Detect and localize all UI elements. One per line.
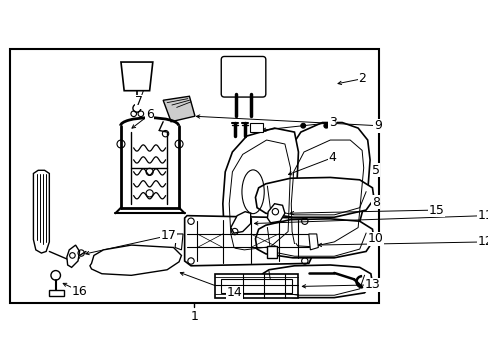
- Polygon shape: [184, 216, 314, 266]
- Text: 13: 13: [364, 278, 380, 291]
- Text: 11: 11: [477, 209, 488, 222]
- Text: 15: 15: [427, 203, 443, 217]
- Polygon shape: [267, 204, 285, 223]
- Polygon shape: [121, 62, 152, 91]
- Circle shape: [323, 123, 328, 128]
- Polygon shape: [175, 234, 183, 250]
- Text: 6: 6: [145, 108, 153, 121]
- Text: 16: 16: [72, 285, 87, 298]
- Polygon shape: [259, 265, 372, 298]
- Polygon shape: [221, 279, 291, 293]
- Polygon shape: [90, 245, 181, 275]
- Text: 1: 1: [190, 310, 198, 323]
- Text: 12: 12: [477, 235, 488, 248]
- Polygon shape: [255, 177, 373, 217]
- Text: 4: 4: [328, 151, 336, 164]
- Text: 17: 17: [161, 229, 176, 242]
- Polygon shape: [255, 219, 373, 258]
- Bar: [10, 49, 378, 303]
- Text: 8: 8: [371, 195, 379, 208]
- Polygon shape: [308, 234, 318, 250]
- Polygon shape: [249, 122, 262, 132]
- Polygon shape: [49, 290, 63, 296]
- Text: 7: 7: [135, 95, 143, 108]
- Polygon shape: [283, 122, 369, 250]
- Polygon shape: [163, 96, 195, 122]
- Text: 2: 2: [357, 72, 366, 85]
- Circle shape: [300, 123, 305, 128]
- Polygon shape: [214, 274, 298, 298]
- Polygon shape: [33, 170, 49, 253]
- Text: 3: 3: [328, 116, 336, 129]
- Text: 14: 14: [226, 286, 242, 300]
- Polygon shape: [230, 212, 250, 233]
- FancyBboxPatch shape: [221, 57, 265, 97]
- Polygon shape: [223, 128, 298, 253]
- Polygon shape: [266, 246, 276, 258]
- Text: 10: 10: [367, 232, 383, 245]
- Text: 5: 5: [371, 164, 379, 177]
- Polygon shape: [67, 245, 80, 267]
- Text: 9: 9: [373, 119, 381, 132]
